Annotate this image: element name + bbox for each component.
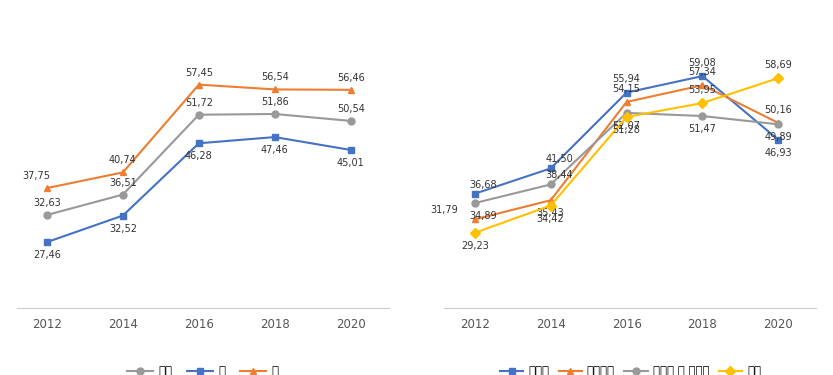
- 전체: [194, 112, 204, 117]
- Text: 57,45: 57,45: [185, 68, 213, 78]
- 전체: [42, 213, 52, 217]
- 대학원생: [470, 217, 480, 222]
- 취업자 및 구직자: [621, 111, 631, 115]
- 전체: [270, 112, 280, 116]
- 여: [118, 170, 128, 175]
- 남: [346, 148, 356, 152]
- 전체: [346, 118, 356, 123]
- Text: 27,46: 27,46: [33, 250, 61, 260]
- 대학생: [546, 166, 556, 171]
- Text: 46,93: 46,93: [765, 148, 792, 158]
- 전체: [118, 192, 128, 197]
- Text: 41,50: 41,50: [545, 154, 573, 164]
- 기타: [773, 76, 783, 80]
- Line: 전체: 전체: [43, 111, 354, 218]
- Line: 여: 여: [43, 81, 354, 192]
- Text: 51,47: 51,47: [689, 124, 716, 134]
- Text: 29,23: 29,23: [461, 241, 489, 251]
- 기타: [697, 101, 707, 105]
- 기타: [621, 115, 631, 119]
- 대학원생: [773, 121, 783, 125]
- 남: [194, 141, 204, 146]
- Text: 38,44: 38,44: [545, 170, 573, 180]
- Text: 51,28: 51,28: [612, 125, 641, 135]
- 취업자 및 구직자: [470, 201, 480, 206]
- Line: 기타: 기타: [471, 75, 782, 236]
- Text: 36,68: 36,68: [469, 180, 497, 189]
- 여: [42, 186, 52, 190]
- 남: [118, 213, 128, 218]
- 기타: [470, 231, 480, 235]
- 대학원생: [621, 100, 631, 104]
- Line: 남: 남: [43, 134, 354, 246]
- Text: 50,16: 50,16: [765, 105, 792, 115]
- 대학원생: [697, 83, 707, 87]
- Text: 51,86: 51,86: [261, 97, 288, 107]
- Text: 37,75: 37,75: [22, 171, 50, 181]
- Legend: 전체, 남, 여: 전체, 남, 여: [122, 360, 283, 375]
- Text: 32,63: 32,63: [33, 198, 61, 208]
- Text: 53,95: 53,95: [689, 85, 716, 94]
- Text: 58,69: 58,69: [765, 60, 792, 70]
- 대학생: [773, 138, 783, 142]
- 대학원생: [546, 198, 556, 202]
- 여: [270, 87, 280, 92]
- Text: 52,07: 52,07: [612, 121, 641, 131]
- 남: [270, 135, 280, 140]
- Text: 36,51: 36,51: [109, 178, 137, 188]
- 대학생: [621, 90, 631, 95]
- Text: 47,46: 47,46: [261, 145, 288, 155]
- Text: 32,52: 32,52: [109, 224, 137, 234]
- Text: 56,46: 56,46: [337, 73, 365, 83]
- 기타: [546, 203, 556, 208]
- 대학생: [697, 74, 707, 78]
- 취업자 및 구직자: [546, 182, 556, 187]
- Line: 대학원생: 대학원생: [471, 82, 782, 223]
- 대학생: [470, 191, 480, 196]
- 취업자 및 구직자: [697, 114, 707, 118]
- 남: [42, 240, 52, 244]
- Text: 51,72: 51,72: [185, 98, 213, 108]
- Text: 50,54: 50,54: [337, 104, 365, 114]
- 여: [194, 82, 204, 87]
- Text: 54,15: 54,15: [612, 84, 641, 94]
- Text: 34,42: 34,42: [536, 214, 565, 223]
- Legend: 대학생, 대학원생, 취업자 및 구직자, 기타: 대학생, 대학원생, 취업자 및 구직자, 기타: [495, 360, 766, 375]
- Text: 56,54: 56,54: [261, 72, 289, 82]
- Text: 55,94: 55,94: [612, 74, 641, 84]
- Text: 59,08: 59,08: [689, 58, 716, 68]
- Text: 49,89: 49,89: [765, 132, 792, 142]
- 취업자 및 구직자: [773, 122, 783, 127]
- Text: 34,89: 34,89: [469, 211, 497, 221]
- Line: 대학생: 대학생: [471, 73, 782, 197]
- Text: 40,74: 40,74: [109, 155, 137, 165]
- 여: [346, 88, 356, 92]
- Text: 35,43: 35,43: [536, 208, 565, 218]
- Text: 57,34: 57,34: [689, 67, 716, 77]
- Text: 46,28: 46,28: [185, 152, 212, 161]
- Line: 취업자 및 구직자: 취업자 및 구직자: [471, 110, 782, 207]
- Text: 45,01: 45,01: [337, 158, 365, 168]
- Text: 31,79: 31,79: [431, 205, 458, 215]
